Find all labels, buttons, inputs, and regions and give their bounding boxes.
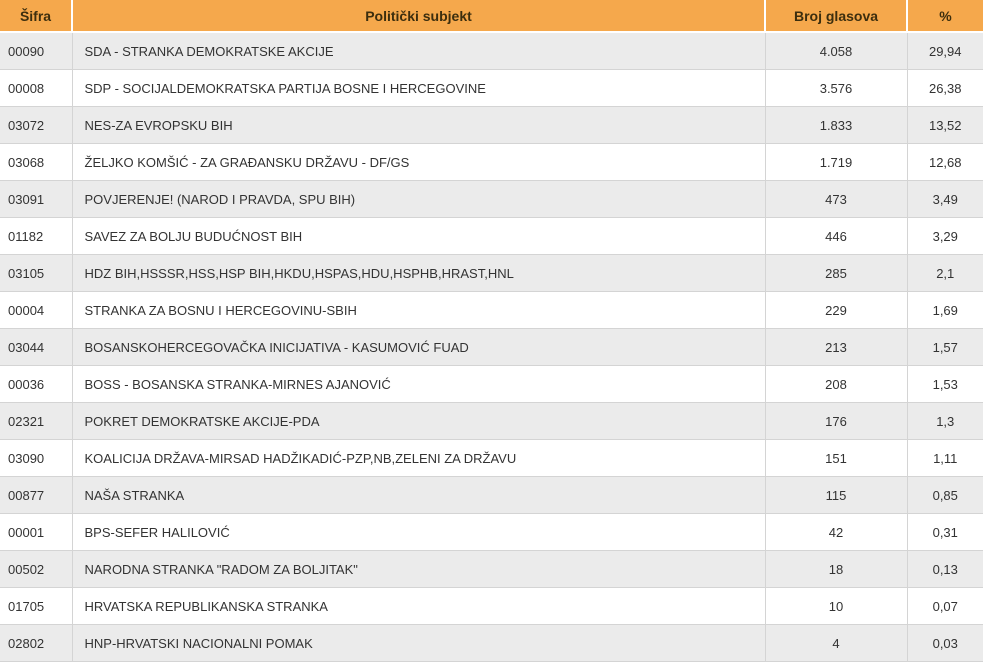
cell-code: 00877 <box>0 476 72 514</box>
table-row: 00090 SDA - STRANKA DEMOKRATSKE AKCIJE 4.0… <box>0 32 983 70</box>
table-row: 01182 SAVEZ ZA BOLJU BUDUĆNOST BIH 446 3,29 <box>0 217 983 255</box>
table-row: 00004 STRANKA ZA BOSNU I HERCEGOVINU-SBIH… <box>0 291 983 329</box>
cell-party: STRANKA ZA BOSNU I HERCEGOVINU-SBIH <box>71 291 765 329</box>
cell-percent: 1,69 <box>906 291 983 329</box>
cell-percent: 0,07 <box>906 587 983 625</box>
cell-code: 03072 <box>0 106 72 144</box>
cell-party: BOSANSKOHERCEGOVAČKA INICIJATIVA - KASUM… <box>71 328 765 366</box>
cell-party: HDZ BIH,HSSSR,HSS,HSP BIH,HKDU,HSPAS,HDU… <box>71 254 765 292</box>
cell-code: 01705 <box>0 587 72 625</box>
cell-votes: 4.058 <box>764 32 907 70</box>
cell-votes: 10 <box>764 587 907 625</box>
cell-percent: 0,13 <box>906 550 983 588</box>
cell-percent: 2,1 <box>906 254 983 292</box>
cell-party: KOALICIJA DRŽAVA-MIRSAD HADŽIKADIĆ-PZP,N… <box>71 439 765 477</box>
cell-votes: 473 <box>764 180 907 218</box>
table-row: 02802 HNP-HRVATSKI NACIONALNI POMAK 4 0,03 <box>0 624 983 662</box>
cell-code: 03068 <box>0 143 72 181</box>
cell-code: 02321 <box>0 402 72 440</box>
cell-party: SDP - SOCIJALDEMOKRATSKA PARTIJA BOSNE I… <box>71 69 765 107</box>
cell-percent: 29,94 <box>906 32 983 70</box>
cell-percent: 1,53 <box>906 365 983 403</box>
table-row: 00001 BPS-SEFER HALILOVIĆ 42 0,31 <box>0 513 983 551</box>
table-row: 03068 ŽELJKO KOMŠIĆ - ZA GRAĐANSKU DRŽAVU… <box>0 143 983 181</box>
table-row: 00877 NAŠA STRANKA 115 0,85 <box>0 476 983 514</box>
cell-party: NARODNA STRANKA "RADOM ZA BOLJITAK" <box>71 550 765 588</box>
cell-votes: 213 <box>764 328 907 366</box>
results-table-body: 00090 SDA - STRANKA DEMOKRATSKE AKCIJE 4.0… <box>0 32 983 662</box>
cell-party: BOSS - BOSANSKA STRANKA-MIRNES AJANOVIĆ <box>71 365 765 403</box>
cell-party: HNP-HRVATSKI NACIONALNI POMAK <box>71 624 765 662</box>
cell-party: SDA - STRANKA DEMOKRATSKE AKCIJE <box>71 32 765 70</box>
cell-party: HRVATSKA REPUBLIKANSKA STRANKA <box>71 587 765 625</box>
cell-votes: 285 <box>764 254 907 292</box>
table-row: 00502 NARODNA STRANKA "RADOM ZA BOLJITAK"… <box>0 550 983 588</box>
cell-percent: 26,38 <box>906 69 983 107</box>
header-percent: % <box>906 0 983 33</box>
cell-party: SAVEZ ZA BOLJU BUDUĆNOST BIH <box>71 217 765 255</box>
cell-party: POKRET DEMOKRATSKE AKCIJE-PDA <box>71 402 765 440</box>
cell-percent: 0,85 <box>906 476 983 514</box>
cell-code: 00502 <box>0 550 72 588</box>
cell-code: 00090 <box>0 32 72 70</box>
table-row: 03090 KOALICIJA DRŽAVA-MIRSAD HADŽIKADIĆ-… <box>0 439 983 477</box>
table-row: 02321 POKRET DEMOKRATSKE AKCIJE-PDA 176 1,3 <box>0 402 983 440</box>
cell-votes: 4 <box>764 624 907 662</box>
cell-votes: 1.719 <box>764 143 907 181</box>
cell-code: 03105 <box>0 254 72 292</box>
cell-votes: 229 <box>764 291 907 329</box>
cell-party: BPS-SEFER HALILOVIĆ <box>71 513 765 551</box>
cell-percent: 1,11 <box>906 439 983 477</box>
cell-code: 02802 <box>0 624 72 662</box>
cell-votes: 151 <box>764 439 907 477</box>
table-row: 03091 POVJERENJE! (NAROD I PRAVDA, SPU BI… <box>0 180 983 218</box>
header-code: Šifra <box>0 0 72 33</box>
cell-votes: 3.576 <box>764 69 907 107</box>
cell-party: NAŠA STRANKA <box>71 476 765 514</box>
table-row: 03044 BOSANSKOHERCEGOVAČKA INICIJATIVA - … <box>0 328 983 366</box>
cell-percent: 0,31 <box>906 513 983 551</box>
cell-code: 03044 <box>0 328 72 366</box>
cell-votes: 446 <box>764 217 907 255</box>
cell-percent: 13,52 <box>906 106 983 144</box>
table-row: 03105 HDZ BIH,HSSSR,HSS,HSP BIH,HKDU,HSPA… <box>0 254 983 292</box>
cell-percent: 1,3 <box>906 402 983 440</box>
cell-party: POVJERENJE! (NAROD I PRAVDA, SPU BIH) <box>71 180 765 218</box>
cell-code: 01182 <box>0 217 72 255</box>
cell-code: 00036 <box>0 365 72 403</box>
cell-party: ŽELJKO KOMŠIĆ - ZA GRAĐANSKU DRŽAVU - DF… <box>71 143 765 181</box>
table-row: 00036 BOSS - BOSANSKA STRANKA-MIRNES AJAN… <box>0 365 983 403</box>
cell-percent: 0,03 <box>906 624 983 662</box>
cell-votes: 208 <box>764 365 907 403</box>
header-party: Politički subjekt <box>71 0 765 33</box>
table-row: 01705 HRVATSKA REPUBLIKANSKA STRANKA 10 0,0… <box>0 587 983 625</box>
cell-votes: 42 <box>764 513 907 551</box>
cell-votes: 176 <box>764 402 907 440</box>
table-row: 03072 NES-ZA EVROPSKU BIH 1.833 13,52 <box>0 106 983 144</box>
cell-party: NES-ZA EVROPSKU BIH <box>71 106 765 144</box>
cell-votes: 115 <box>764 476 907 514</box>
cell-votes: 18 <box>764 550 907 588</box>
cell-code: 03091 <box>0 180 72 218</box>
cell-code: 00004 <box>0 291 72 329</box>
cell-percent: 3,49 <box>906 180 983 218</box>
cell-percent: 12,68 <box>906 143 983 181</box>
table-header-row: Šifra Politički subjekt Broj glasova % <box>0 0 983 33</box>
cell-code: 00008 <box>0 69 72 107</box>
cell-code: 03090 <box>0 439 72 477</box>
cell-percent: 1,57 <box>906 328 983 366</box>
table-row: 00008 SDP - SOCIJALDEMOKRATSKA PARTIJA BO… <box>0 69 983 107</box>
cell-votes: 1.833 <box>764 106 907 144</box>
cell-percent: 3,29 <box>906 217 983 255</box>
cell-code: 00001 <box>0 513 72 551</box>
header-votes: Broj glasova <box>764 0 907 33</box>
